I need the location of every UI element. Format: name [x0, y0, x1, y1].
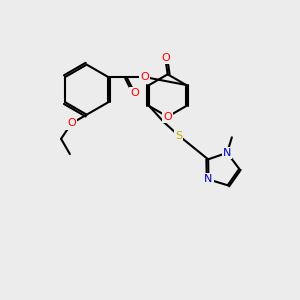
Text: O: O: [163, 112, 172, 122]
Text: N: N: [204, 174, 213, 184]
Text: O: O: [130, 88, 139, 98]
Text: O: O: [140, 72, 149, 82]
Text: O: O: [67, 118, 76, 128]
Text: O: O: [161, 53, 170, 63]
Text: N: N: [223, 148, 231, 158]
Text: S: S: [175, 130, 182, 141]
